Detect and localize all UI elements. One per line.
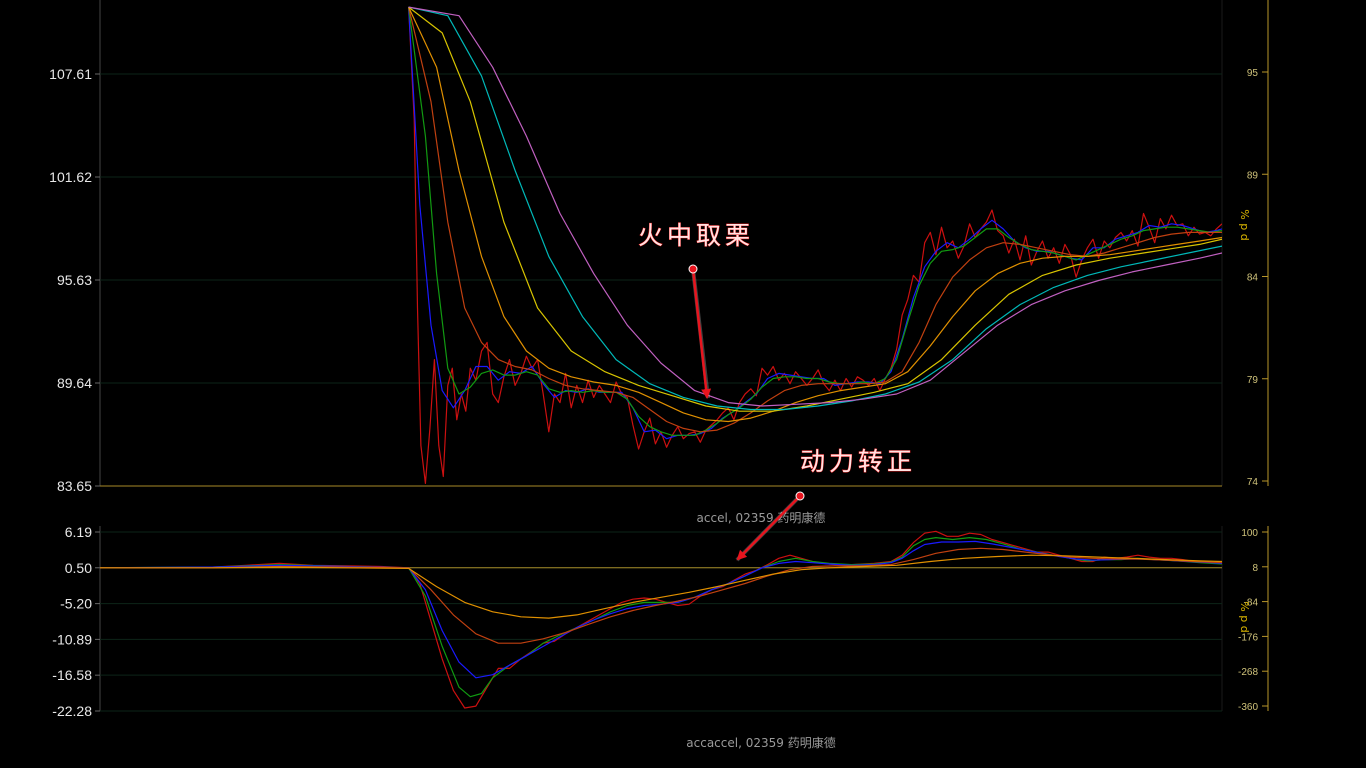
- series-line-7: [408, 6, 1222, 407]
- right-axis-label: % p d: [1238, 209, 1251, 240]
- panel-caption: accaccel, 02359 药明康德: [686, 735, 835, 750]
- right-tick-label: -84: [1244, 598, 1259, 609]
- series-line-4: [408, 6, 1222, 423]
- series-line-6: [408, 6, 1222, 411]
- left-tick-label: -16.58: [52, 667, 92, 683]
- right-tick-label: 8: [1252, 563, 1258, 574]
- left-tick-label: 6.19: [65, 524, 92, 540]
- panel-caption: accel, 02359 药明康德: [697, 510, 826, 525]
- right-tick-label: 95: [1247, 68, 1259, 79]
- series-line-2: [100, 540, 1222, 679]
- left-tick-label: 83.65: [57, 478, 92, 494]
- arrow-origin-dot: [688, 264, 698, 274]
- left-tick-label: -10.89: [52, 631, 92, 647]
- right-tick-label: 89: [1247, 170, 1259, 181]
- left-tick-label: 95.63: [57, 272, 92, 288]
- series-group: [408, 6, 1222, 484]
- annotation-arrow-2: [736, 495, 801, 561]
- right-tick-label: -268: [1238, 667, 1258, 678]
- left-tick-label: -5.20: [60, 596, 92, 612]
- left-tick-label: 0.50: [65, 560, 92, 576]
- right-tick-label: 79: [1247, 375, 1259, 386]
- series-line-2: [408, 7, 1222, 436]
- annotation-fire-text: 火中取栗: [638, 221, 754, 250]
- right-tick-label: -360: [1238, 702, 1258, 713]
- right-tick-label: 100: [1241, 528, 1258, 539]
- right-tick-label: 74: [1247, 477, 1259, 488]
- arrow-origin-dot: [795, 491, 805, 501]
- left-tick-label: 101.62: [49, 169, 92, 185]
- series-line-4: [100, 554, 1222, 619]
- series-group: [100, 530, 1222, 709]
- left-tick-label: 107.61: [49, 66, 92, 82]
- price-panel: 107.61 101.62 95.63 89.64 83.65 95 89 84 79 74 % p…: [49, 0, 1269, 525]
- annotation-momentum-text: 动力转正: [800, 447, 916, 476]
- right-tick-label: -176: [1238, 632, 1258, 643]
- right-axis-label: % p d: [1238, 601, 1251, 632]
- annotation-arrow-1: [691, 268, 712, 399]
- left-tick-label: 89.64: [57, 375, 92, 391]
- left-tick-label: -22.28: [52, 703, 92, 719]
- right-tick-label: 84: [1247, 273, 1259, 284]
- accel-panel: 6.19 0.50 -5.20 -10.89 -16.58 -22.28 100 8 -84 -1…: [52, 524, 1269, 750]
